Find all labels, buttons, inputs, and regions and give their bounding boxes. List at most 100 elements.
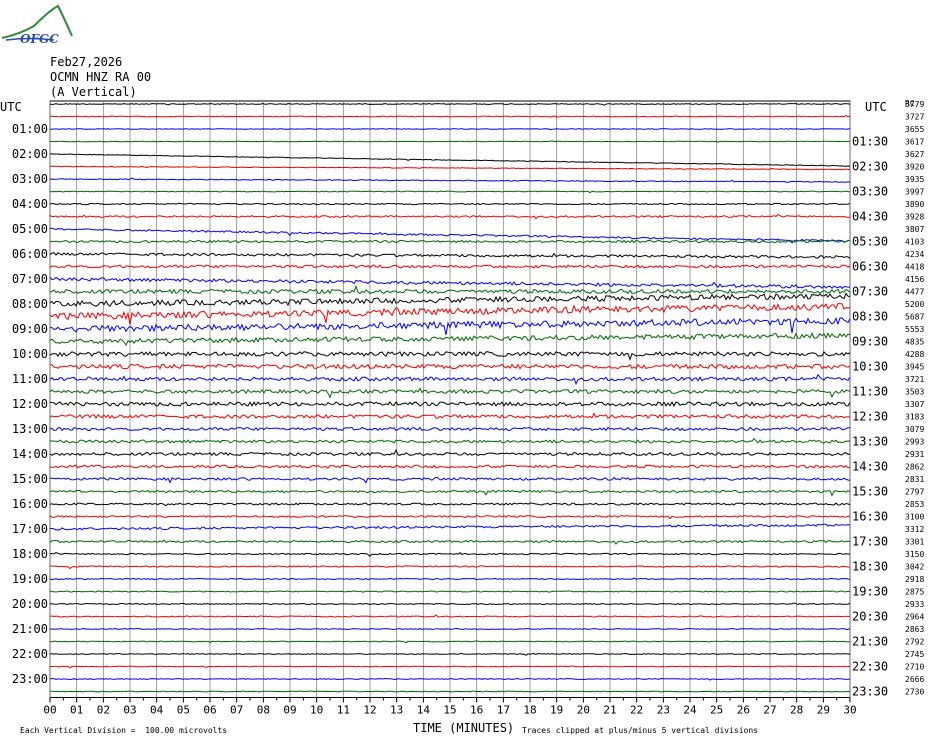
seismic-trace [49, 565, 851, 570]
hour-label-left: 09:00 [12, 322, 48, 336]
seismic-trace [49, 602, 851, 606]
rc-value: 2993 [905, 438, 924, 447]
rc-value: 3928 [905, 213, 924, 222]
seismic-trace [49, 640, 851, 644]
x-tick-label: 12 [363, 704, 376, 717]
hour-label-left: 20:00 [12, 597, 48, 611]
x-tick-label: 04 [150, 704, 164, 717]
x-tick-label: 06 [203, 704, 216, 717]
rc-value: 3100 [905, 513, 924, 522]
x-tick-label: 02 [97, 704, 110, 717]
rc-value: 4477 [905, 288, 924, 297]
seismic-trace [49, 614, 850, 618]
rc-value: 2831 [905, 475, 924, 484]
hour-label-right: 14:30 [852, 460, 888, 474]
seismic-trace [49, 551, 851, 557]
x-tick-label: 26 [737, 704, 750, 717]
hour-label-left: 17:00 [12, 522, 48, 536]
hour-label-right: 17:30 [852, 535, 888, 549]
x-tick-label: 14 [417, 704, 431, 717]
seismic-trace [50, 523, 851, 531]
hour-label-left: 01:00 [12, 122, 48, 136]
seismic-trace [49, 665, 851, 669]
hour-label-right: 16:30 [852, 510, 888, 524]
seismic-trace [49, 284, 851, 295]
hour-label-left: 18:00 [12, 547, 48, 561]
x-tick-label: 18 [523, 704, 536, 717]
x-tick-label: 19 [550, 704, 563, 717]
rc-value: 3807 [905, 225, 924, 234]
rc-value: 3301 [905, 538, 924, 547]
footer-clip-note: Traces clipped at plus/minus 5 vertical … [522, 726, 759, 735]
seismic-trace [49, 128, 851, 131]
seismic-trace [49, 437, 851, 444]
x-tick-label: 05 [177, 704, 190, 717]
rc-value: 3945 [905, 363, 924, 372]
rc-value: 2710 [905, 663, 924, 672]
x-tick-label: 21 [603, 704, 616, 717]
rc-value: 3503 [905, 388, 924, 397]
rc-value: 4418 [905, 263, 924, 272]
hour-label-right: 20:30 [852, 610, 888, 624]
seismic-trace [50, 317, 851, 335]
hour-label-right: 10:30 [852, 360, 888, 374]
seismic-trace [49, 239, 851, 244]
rc-value: 3655 [905, 125, 924, 134]
hour-label-left: 07:00 [12, 272, 48, 286]
x-tick-label: 28 [790, 704, 803, 717]
x-tick-label: 22 [630, 704, 643, 717]
seismic-trace [49, 153, 851, 167]
seismic-trace [49, 165, 851, 171]
hour-label-left: 02:00 [12, 147, 48, 161]
rc-value: 3721 [905, 375, 924, 384]
hour-label-right: 02:30 [852, 160, 888, 174]
rc-value: 3079 [905, 425, 924, 434]
hour-label-right: 19:30 [852, 585, 888, 599]
x-tick-label: 13 [390, 704, 403, 717]
seismic-trace [49, 264, 851, 269]
hour-label-left: 10:00 [12, 347, 48, 361]
rc-value: 3727 [905, 113, 924, 122]
hour-label-right: 05:30 [852, 235, 888, 249]
hour-label-left: 16:00 [12, 497, 48, 511]
hour-label-left: 05:00 [12, 222, 48, 236]
seismic-trace [49, 373, 851, 386]
seismic-trace [49, 202, 851, 206]
seismic-trace [49, 539, 851, 545]
seismic-trace [49, 628, 851, 631]
seismic-trace [50, 363, 851, 370]
x-tick-label: 15 [443, 704, 456, 717]
rc-value: 4103 [905, 238, 924, 247]
hour-label-right: 23:30 [852, 685, 888, 699]
rc-value: 4234 [905, 250, 924, 259]
header-station: OCMN HNZ RA 00 [50, 70, 152, 84]
rc-value: 3150 [905, 550, 924, 559]
hour-label-right: 11:30 [852, 385, 888, 399]
rc-value: 2666 [905, 675, 924, 684]
seismic-trace [49, 690, 851, 693]
rc-value: 3935 [905, 175, 924, 184]
hour-label-right: 15:30 [852, 485, 888, 499]
hour-label-left: 08:00 [12, 297, 48, 311]
hour-label-right: 08:30 [852, 310, 888, 324]
rc-value: 2931 [905, 450, 924, 459]
seismic-trace [49, 103, 851, 106]
seismic-trace [49, 476, 851, 484]
hour-label-right: 07:30 [852, 285, 888, 299]
ofgc-logo: OFGC [0, 4, 80, 48]
x-tick-label: 27 [763, 704, 776, 717]
hour-label-left: 14:00 [12, 447, 48, 461]
hour-label-left: 11:00 [12, 372, 48, 386]
utc-label-left: UTC [0, 100, 22, 114]
hour-label-right: 22:30 [852, 660, 888, 674]
x-tick-label: 23 [657, 704, 670, 717]
seismic-trace [49, 387, 851, 399]
seismic-trace [49, 332, 851, 347]
rc-value: 3183 [905, 413, 924, 422]
hour-label-right: 03:30 [852, 185, 888, 199]
hour-label-left: 23:00 [12, 672, 48, 686]
seismic-trace [49, 449, 851, 457]
seismic-trace [50, 140, 851, 143]
hour-label-left: 15:00 [12, 472, 48, 486]
